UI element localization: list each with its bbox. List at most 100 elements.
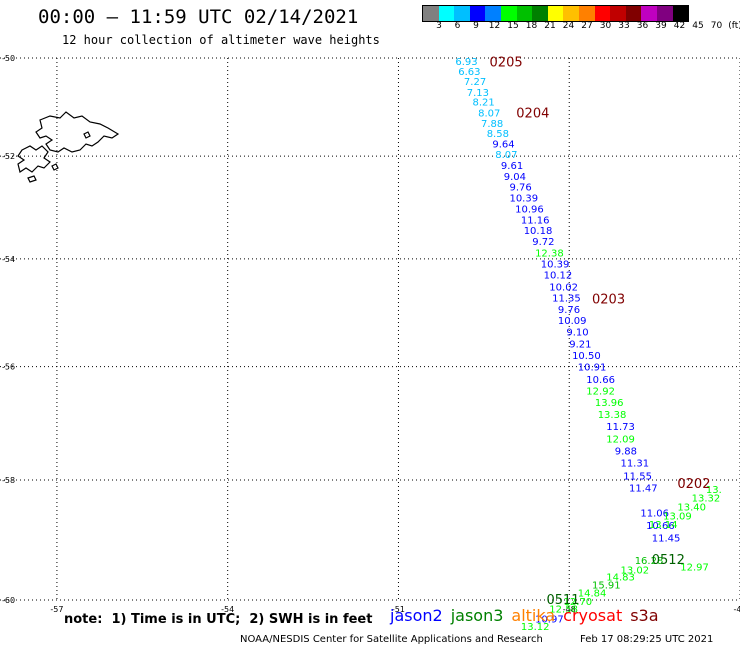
legend-label: 39 [655,21,667,31]
latitude-tick-label: -56 [2,363,15,372]
wave-height-value: 11.31 [620,459,649,470]
latitude-tick-label: -54 [2,255,15,264]
legend-swatch [438,6,455,21]
wave-height-value: 13.96 [595,398,624,409]
wave-height-value: 7.88 [481,119,503,130]
wave-height-value: 10.18 [524,226,553,237]
satellite-legend-item: cryosat [563,606,623,625]
track-time-label: 0205 [490,55,523,70]
wave-height-value: 10.97 [535,615,564,626]
wave-height-value: 9.61 [501,161,523,172]
wave-height-value: 12.92 [586,386,615,397]
wave-height-value: 14.84 [578,589,607,600]
latitude-tick-label: -58 [2,476,15,485]
satellite-legend-item: jason2 [390,606,443,625]
wave-height-value: 11.35 [552,294,581,305]
legend-label: 18 [525,21,538,31]
wave-height-value: 9.21 [569,339,591,350]
legend-swatch [641,6,657,21]
legend-label: 42 [673,21,686,31]
satellite-legend-item: altika [511,606,556,625]
longitude-tick-label: -57 [50,605,63,614]
wave-height-value: 8.07 [495,150,517,161]
longitude-tick-label: -45 [733,605,740,614]
legend-label: 30 [599,21,612,31]
wave-height-value: 11.47 [629,484,658,495]
legend-swatch [454,6,470,21]
legend-label: 15 [507,21,519,31]
wave-height-value: 9.04 [504,172,526,183]
wave-height-value: 8.21 [472,98,494,109]
wave-height-value: 9.88 [615,447,637,458]
longitude-tick-label: -51 [392,605,405,614]
wave-height-value: 13.32 [692,494,721,505]
legend-swatch [547,6,564,21]
latitude-tick-label: -60 [2,596,15,605]
legend-swatch [423,6,439,21]
timestamp-text: Feb 17 08:29:25 UTC 2021 [580,634,714,645]
legend-label: 12 [488,21,501,31]
wave-height-value: 12.38 [535,249,564,260]
wave-height-value: 10.50 [572,351,601,362]
wave-height-value: 12.58 [549,605,578,616]
legend-swatch [578,6,595,21]
legend-swatch [485,6,501,21]
legend-label: 3 [436,21,442,31]
wave-height-value: 10.66 [586,375,615,386]
legend-swatch [656,6,673,21]
wave-height-value: 11.16 [521,215,550,226]
legend-swatch [532,6,548,21]
legend-label: 9 [473,21,479,31]
wave-height-value: 12.09 [606,434,635,445]
wave-height-value: 7.13 [467,88,489,99]
wave-height-value: 12.97 [680,562,709,573]
legend-swatch [672,6,689,21]
legend-label: 24 [562,21,575,31]
satellite-legend: jason2 jason3 altika cryosat s3a [390,606,667,625]
wave-height-value: 10.91 [578,363,607,374]
legend-label: 6 [454,21,461,31]
wave-height-value: 9.76 [558,305,580,316]
wave-height-value: 11.73 [606,422,635,433]
wave-height-value: 9.64 [492,140,514,151]
satellite-legend-item: s3a [630,606,659,625]
wave-height-value: 10.96 [515,204,544,215]
wave-height-value: 11.55 [623,471,652,482]
wave-height-value: 10.02 [549,282,578,293]
latitude-tick-label: -50 [2,54,15,63]
legend-swatch [500,6,517,21]
legend-swatch [563,6,579,21]
legend-label: 21 [544,21,556,31]
wave-height-value: 12.70 [564,597,593,608]
wave-height-value: 10.39 [541,260,570,271]
track-time-labels: 0205 0204 0203 0202 0512 0511 [490,55,711,607]
credit-text: NOAA/NESDIS Center for Satellite Applica… [240,634,543,645]
lat-lon-grid [0,57,740,601]
legend-label: 27 [581,21,593,31]
axis-tick-labels: -50 -52 -54 -56 -58 -60 -57 -54 -51 -48 -45 [2,54,740,614]
map-title: 00:00 – 11:59 UTC 02/14/2021 [38,6,359,28]
legend-swatch [625,6,642,21]
track-time-label: 0512 [652,553,685,568]
wave-height-value: 13.38 [598,410,627,421]
wave-height-value: 10.39 [509,194,538,205]
wave-height-value: 9.76 [509,182,531,193]
falkland-islands-coastline [17,111,120,183]
legend-label: 33 [618,21,630,31]
legend-label: 45 [692,21,704,31]
wave-height-value: 10.12 [544,271,573,282]
wave-height-value: 11.45 [652,533,681,544]
wave-height-value: 16.28 [635,556,664,567]
note-text: note: 1) Time is in UTC; 2) SWH is in fe… [64,612,373,627]
legend-label: (ft) [728,21,740,31]
wave-height-value: 14.83 [606,573,635,584]
wave-height-value: 13.02 [620,565,649,576]
legend-swatch [516,6,533,21]
wave-height-value: 8.07 [478,108,500,119]
wave-height-value: 15.91 [592,581,621,592]
wave-height-value: 7.27 [464,77,486,88]
satellite-legend-item: jason3 [450,606,504,625]
legend-label: 70 [710,21,723,31]
